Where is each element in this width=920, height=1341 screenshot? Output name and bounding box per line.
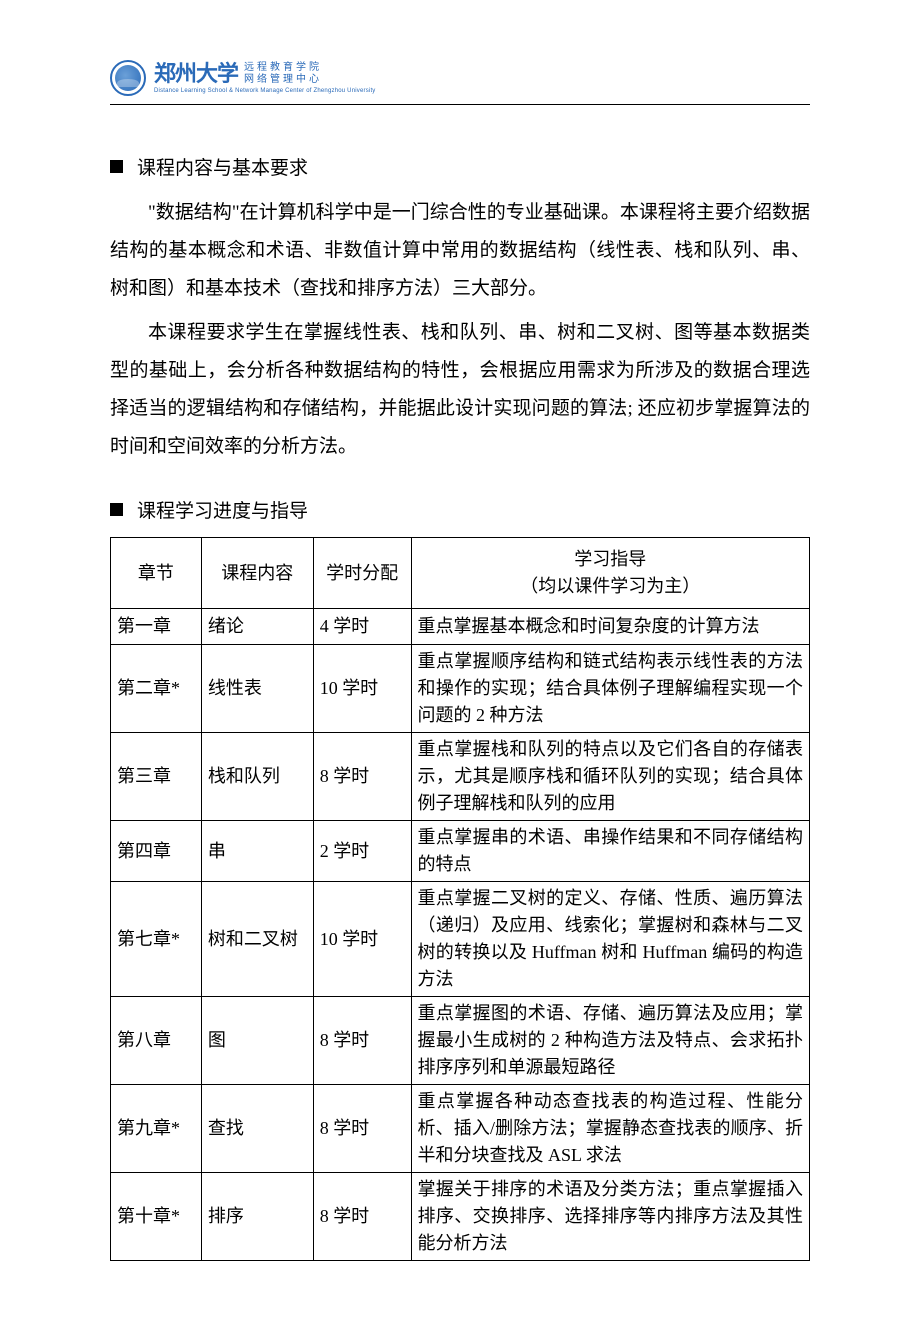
cell-content: 排序 <box>201 1173 313 1261</box>
table-body: 第一章 绪论 4 学时 重点掌握基本概念和时间复杂度的计算方法 第二章* 线性表… <box>111 609 810 1261</box>
page-header: 郑州大学 远程教育学院 网络管理中心 Distance Learning Sch… <box>110 60 810 105</box>
section-2-title: 课程学习进度与指导 <box>137 496 308 523</box>
table-row: 第八章 图 8 学时 重点掌握图的术语、存储、遍历算法及应用；掌握最小生成树的 … <box>111 997 810 1085</box>
th-guide: 学习指导 （均以课件学习为主） <box>411 538 809 609</box>
section-heading-1: 课程内容与基本要求 <box>110 153 810 180</box>
section-heading-2: 课程学习进度与指导 <box>110 496 810 523</box>
table-row: 第三章 栈和队列 8 学时 重点掌握栈和队列的特点以及它们各自的存储表示，尤其是… <box>111 733 810 821</box>
cell-content: 图 <box>201 997 313 1085</box>
table-header-row: 章节 课程内容 学时分配 学习指导 （均以课件学习为主） <box>111 538 810 609</box>
cell-hours: 4 学时 <box>313 609 411 645</box>
cell-chapter: 第三章 <box>111 733 202 821</box>
cell-chapter: 第二章* <box>111 645 202 733</box>
table-row: 第一章 绪论 4 学时 重点掌握基本概念和时间复杂度的计算方法 <box>111 609 810 645</box>
table-row: 第四章 串 2 学时 重点掌握串的术语、串操作结果和不同存储结构的特点 <box>111 821 810 882</box>
cell-guide: 掌握关于排序的术语及分类方法；重点掌握插入排序、交换排序、选择排序等内排序方法及… <box>411 1173 809 1261</box>
cell-content: 串 <box>201 821 313 882</box>
university-name: 郑州大学 <box>154 63 238 85</box>
th-content: 课程内容 <box>201 538 313 609</box>
th-guide-sub: （均以课件学习为主） <box>416 573 805 600</box>
th-guide-main: 学习指导 <box>416 546 805 573</box>
section-1-para-2: 本课程要求学生在掌握线性表、栈和队列、串、树和二叉树、图等基本数据类型的基础上，… <box>110 314 810 466</box>
cell-chapter: 第九章* <box>111 1085 202 1173</box>
section-1-body: "数据结构"在计算机科学中是一门综合性的专业基础课。本课程将主要介绍数据结构的基… <box>110 194 810 466</box>
university-logo-icon <box>110 60 146 96</box>
cell-guide: 重点掌握各种动态查找表的构造过程、性能分析、插入/删除方法；掌握静态查找表的顺序… <box>411 1085 809 1173</box>
bullet-square-icon <box>110 160 123 173</box>
cell-chapter: 第一章 <box>111 609 202 645</box>
cell-content: 树和二叉树 <box>201 882 313 997</box>
cell-chapter: 第十章* <box>111 1173 202 1261</box>
header-subtitle-1: 远程教育学院 <box>244 62 322 74</box>
cell-guide: 重点掌握基本概念和时间复杂度的计算方法 <box>411 609 809 645</box>
cell-guide: 重点掌握顺序结构和链式结构表示线性表的方法和操作的实现；结合具体例子理解编程实现… <box>411 645 809 733</box>
cell-guide: 重点掌握串的术语、串操作结果和不同存储结构的特点 <box>411 821 809 882</box>
cell-hours: 2 学时 <box>313 821 411 882</box>
cell-hours: 8 学时 <box>313 1173 411 1261</box>
bullet-square-icon <box>110 503 123 516</box>
schedule-table: 章节 课程内容 学时分配 学习指导 （均以课件学习为主） 第一章 绪论 4 学时… <box>110 537 810 1261</box>
cell-hours: 8 学时 <box>313 733 411 821</box>
section-1-para-1: "数据结构"在计算机科学中是一门综合性的专业基础课。本课程将主要介绍数据结构的基… <box>110 194 810 308</box>
th-chapter: 章节 <box>111 538 202 609</box>
cell-chapter: 第四章 <box>111 821 202 882</box>
cell-content: 线性表 <box>201 645 313 733</box>
cell-hours: 10 学时 <box>313 645 411 733</box>
cell-chapter: 第七章* <box>111 882 202 997</box>
cell-content: 查找 <box>201 1085 313 1173</box>
table-row: 第十章* 排序 8 学时 掌握关于排序的术语及分类方法；重点掌握插入排序、交换排… <box>111 1173 810 1261</box>
cell-hours: 8 学时 <box>313 997 411 1085</box>
table-row: 第九章* 查找 8 学时 重点掌握各种动态查找表的构造过程、性能分析、插入/删除… <box>111 1085 810 1173</box>
cell-guide: 重点掌握图的术语、存储、遍历算法及应用；掌握最小生成树的 2 种构造方法及特点、… <box>411 997 809 1085</box>
document-page: 郑州大学 远程教育学院 网络管理中心 Distance Learning Sch… <box>0 60 920 1261</box>
cell-guide: 重点掌握栈和队列的特点以及它们各自的存储表示，尤其是顺序栈和循环队列的实现；结合… <box>411 733 809 821</box>
header-text-block: 郑州大学 远程教育学院 网络管理中心 Distance Learning Sch… <box>154 62 376 94</box>
cell-content: 栈和队列 <box>201 733 313 821</box>
cell-hours: 8 学时 <box>313 1085 411 1173</box>
cell-content: 绪论 <box>201 609 313 645</box>
header-subtitle-2: 网络管理中心 <box>244 74 322 86</box>
th-hours: 学时分配 <box>313 538 411 609</box>
cell-guide: 重点掌握二叉树的定义、存储、性质、遍历算法（递归）及应用、线索化；掌握树和森林与… <box>411 882 809 997</box>
section-1-title: 课程内容与基本要求 <box>137 153 308 180</box>
table-row: 第七章* 树和二叉树 10 学时 重点掌握二叉树的定义、存储、性质、遍历算法（递… <box>111 882 810 997</box>
cell-hours: 10 学时 <box>313 882 411 997</box>
schedule-table-wrap: 章节 课程内容 学时分配 学习指导 （均以课件学习为主） 第一章 绪论 4 学时… <box>110 537 810 1261</box>
table-row: 第二章* 线性表 10 学时 重点掌握顺序结构和链式结构表示线性表的方法和操作的… <box>111 645 810 733</box>
header-english: Distance Learning School & Network Manag… <box>154 88 376 94</box>
cell-chapter: 第八章 <box>111 997 202 1085</box>
